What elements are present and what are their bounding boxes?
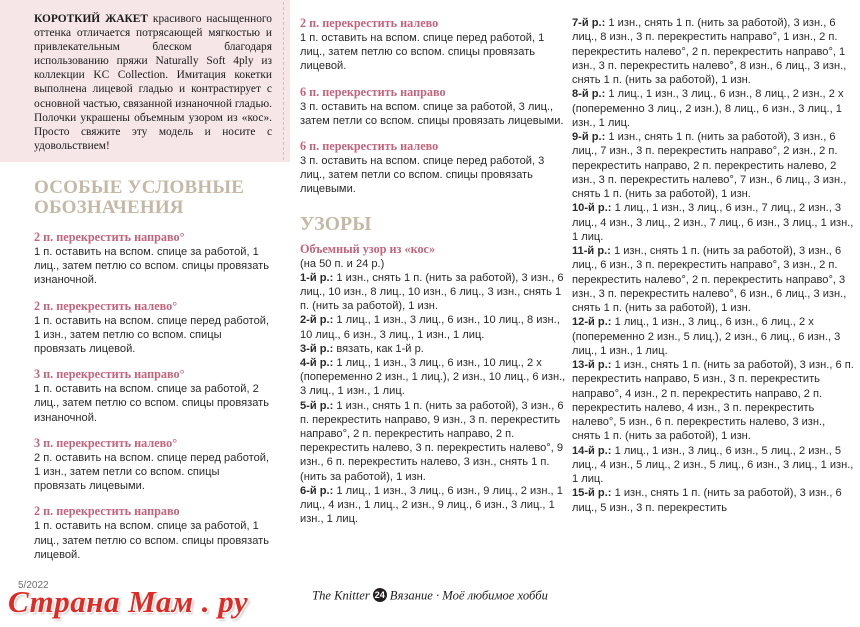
pattern-row: 4-й р.: 1 лиц., 1 изн., 3 лиц., 6 изн., … <box>300 357 566 398</box>
page-title: ОСОБЫЕ УСЛОВНЫЕ ОБОЗНАЧЕНИЯ <box>34 177 245 218</box>
term-description: 1 п. оставить на вспом. спице перед рабо… <box>34 314 270 356</box>
intro-highlight-box: КОРОТКИЙ ЖАКЕТ красивого насыщен­ного от… <box>0 0 290 162</box>
term-name: 2 п. перекрестить направо° <box>34 230 185 244</box>
term-description: 1 п. оставить на вспом. спице за работой… <box>34 520 270 561</box>
pattern-row: 11-й р.: 1 изн., снять 1 п. (нить за раб… <box>572 245 847 314</box>
term-name: 2 п. перекрестить налево <box>300 16 439 30</box>
page-footer: The Knitter 24 Вязание · Моё любимое хобби <box>0 588 860 610</box>
footer-tagline: Вязание · Моё любимое хобби <box>389 588 548 603</box>
list-item: 2 п. перекрестить направо° 1 п. оставить… <box>34 230 274 288</box>
pattern-block: Объемный узор из «кос» (на 50 п. и 24 р.… <box>300 242 568 527</box>
watermark: Страна Мам . ру <box>8 584 249 619</box>
column-left: КОРОТКИЙ ЖАКЕТ красивого насыщен­ного от… <box>0 0 290 575</box>
pattern-row: 13-й р.: 1 изн., снять 1 п. (нить за раб… <box>572 359 854 443</box>
pattern-row: 12-й р.: 1 лиц., 1 изн., 3 лиц., 6 изн.,… <box>572 316 841 357</box>
term-description: 3 п. оставить на вспом. спице перед рабо… <box>300 155 545 196</box>
list-item: 3 п. перекрестить направо° 1 п. оставить… <box>34 367 274 425</box>
pattern-row: 3-й р.: вязать, как 1-й р. <box>300 342 424 355</box>
list-item: 2 п. перекрестить налево 1 п. оставить н… <box>300 16 568 74</box>
pattern-row: 6-й р.: 1 лиц., 1 изн., 3 лиц., 6 изн., … <box>300 484 563 526</box>
list-item: 2 п. перекрестить направо 1 п. оставить … <box>34 504 274 562</box>
intro-body: красивого насыщен­ного оттенка отличаетс… <box>34 13 272 152</box>
list-item: 6 п. перекрестить налево 3 п. оставить н… <box>300 139 568 197</box>
term-description: 3 п. оставить на вспом. спице за работой… <box>300 100 564 127</box>
pattern-row: 2-й р.: 1 лиц., 1 изн., 3 лиц., 6 изн., … <box>300 314 560 341</box>
pattern-title: Объемный узор из «кос» <box>300 241 436 256</box>
term-name: 6 п. перекрестить направо <box>300 84 446 99</box>
patterns-heading: УЗОРЫ <box>300 213 372 235</box>
term-name: 2 п. перекрестить направо <box>34 504 180 519</box>
term-name: 2 п. перекрестить налево° <box>34 298 178 313</box>
pattern-row: 5-й р.: 1 изн., снять 1 п. (нить за рабо… <box>300 399 564 483</box>
term-description: 1 п. оставить на вспом. спице за работой… <box>34 383 270 424</box>
pattern-row: 10-й р.: 1 лиц., 1 изн., 3 лиц., 6 изн.,… <box>572 202 854 243</box>
column-right: 7-й р.: 1 изн., снять 1 п. (нить за рабо… <box>572 0 854 575</box>
pattern-row: 8-й р.: 1 лиц., 1 изн., 3 лиц., 6 изн., … <box>572 88 844 129</box>
pattern-meta: (на 50 п. и 24 р.) <box>300 257 385 270</box>
term-description: 2 п. оставить на вспом. спице перед рабо… <box>34 451 270 493</box>
issue-number: 5/2022 <box>18 580 49 591</box>
term-name: 3 п. перекрестить направо° <box>34 367 185 382</box>
pattern-row: 1-й р.: 1 изн., снять 1 п. (нить за рабо… <box>300 271 564 313</box>
intro-paragraph: КОРОТКИЙ ЖАКЕТ красивого насыщен­ного от… <box>34 12 272 153</box>
column-middle: 2 п. перекрестить налево 1 п. оставить н… <box>300 0 568 575</box>
list-item: 2 п. перекрестить налево° 1 п. оставить … <box>34 299 274 357</box>
term-description: 1 п. оставить на вспом. спице за работой… <box>34 246 270 287</box>
right-column-flow: 7-й р.: 1 изн., снять 1 п. (нить за рабо… <box>572 16 854 515</box>
pattern-row: 15-й р.: 1 изн., снять 1 п. (нить за раб… <box>572 487 842 514</box>
pattern-row: 9-й р.: 1 изн., снять 1 п. (нить за рабо… <box>572 131 847 200</box>
intro-lead-in: КОРОТКИЙ ЖАКЕТ <box>34 13 149 25</box>
term-description: 1 п. оставить на вспом. спице перед рабо… <box>300 32 545 73</box>
list-item: 6 п. перекрестить направо 3 п. оставить … <box>300 85 568 128</box>
term-name: 6 п. перекрестить налево <box>300 139 439 154</box>
pattern-block-continued: 7-й р.: 1 изн., снять 1 п. (нить за рабо… <box>572 16 854 515</box>
pattern-row: 14-й р.: 1 лиц., 1 изн., 3 лиц., 6 изн.,… <box>572 444 854 486</box>
list-item: 3 п. перекрестить налево° 2 п. оставить … <box>34 436 274 494</box>
page-number-badge: 24 <box>372 588 387 602</box>
term-name: 3 п. перекрестить налево° <box>34 435 178 450</box>
middle-column-flow: 2 п. перекрестить налево 1 п. оставить н… <box>300 16 568 526</box>
magazine-brand: The Knitter <box>312 588 370 603</box>
special-abbreviations-section: ОСОБЫЕ УСЛОВНЫЕ ОБОЗНАЧЕНИЯ 2 п. перекре… <box>34 178 274 573</box>
pattern-row: 7-й р.: 1 изн., снять 1 п. (нить за рабо… <box>572 17 847 86</box>
